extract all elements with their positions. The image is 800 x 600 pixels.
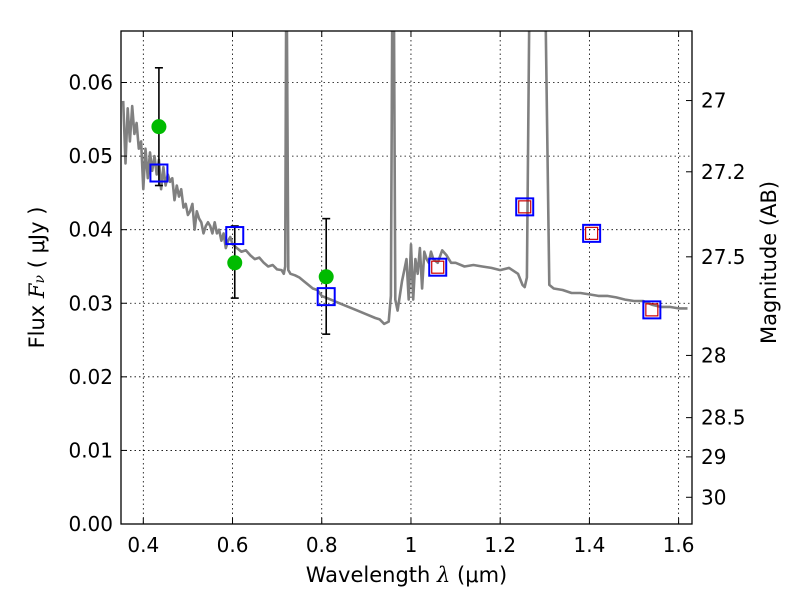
model-square [642, 300, 662, 320]
x-tick-label: 0.4 [127, 533, 159, 557]
model-square [428, 257, 448, 277]
y-axis-title: Flux Fν ( μJy ) [25, 207, 49, 349]
x-axis-title-symbol: λ [436, 563, 450, 587]
y2-axis-title: Magnitude (AB) [757, 181, 781, 344]
red-square [585, 226, 599, 240]
y-tick-label: 0.06 [68, 71, 113, 95]
model-sed-line [121, 31, 688, 326]
plot-frame [120, 30, 693, 525]
x-axis-title-text: Wavelength [306, 563, 431, 587]
y-tick-label: 0.04 [68, 218, 113, 242]
x-axis-title: Wavelength λ (μm) [306, 563, 507, 587]
y2-tick-label: 27.5 [701, 245, 746, 269]
x-tick-label: 1.2 [484, 533, 516, 557]
y-axis-title-text: Flux [25, 305, 49, 349]
y2-tick-label: 27 [701, 89, 726, 113]
red-square [645, 303, 659, 317]
y-tick-label: 0.02 [68, 365, 113, 389]
x-tick-label: 1 [405, 533, 418, 557]
observed-point [151, 119, 167, 135]
observed-point [318, 269, 334, 285]
y2-tick-label: 29 [701, 445, 726, 469]
red-square [518, 200, 532, 214]
plot-area [121, 31, 688, 335]
model-square [149, 163, 169, 183]
model-square [582, 223, 602, 243]
y-axis-title-symbol: F [25, 282, 49, 299]
model-square [515, 197, 535, 217]
y-tick-label: 0.05 [68, 144, 113, 168]
red-square [431, 260, 445, 274]
y2-tick-label: 28.5 [701, 406, 746, 430]
y-axis-title-subscript: ν [32, 275, 48, 284]
y-axis-title-unit: ( μJy ) [25, 207, 49, 269]
observed-point [227, 255, 243, 271]
y-tick-label: 0.00 [68, 512, 113, 536]
axis-ticks: 0.4 0.6 0.8 1 1.2 1.4 1.6 0.00 0.01 0.02 0.03 0.04 0… [68, 31, 746, 557]
y2-tick-label: 27.2 [701, 160, 746, 184]
x-tick-label: 1.6 [663, 533, 695, 557]
y-tick-label: 0.03 [68, 291, 113, 315]
x-tick-label: 0.8 [306, 533, 338, 557]
y-tick-label: 0.01 [68, 438, 113, 462]
model-square [225, 226, 245, 246]
model-square [316, 287, 336, 307]
y2-tick-label: 28 [701, 343, 726, 367]
x-tick-label: 1.4 [573, 533, 605, 557]
x-axis-title-unit: (μm) [457, 563, 507, 587]
x-tick-label: 0.6 [217, 533, 249, 557]
y2-tick-label: 30 [701, 485, 726, 509]
